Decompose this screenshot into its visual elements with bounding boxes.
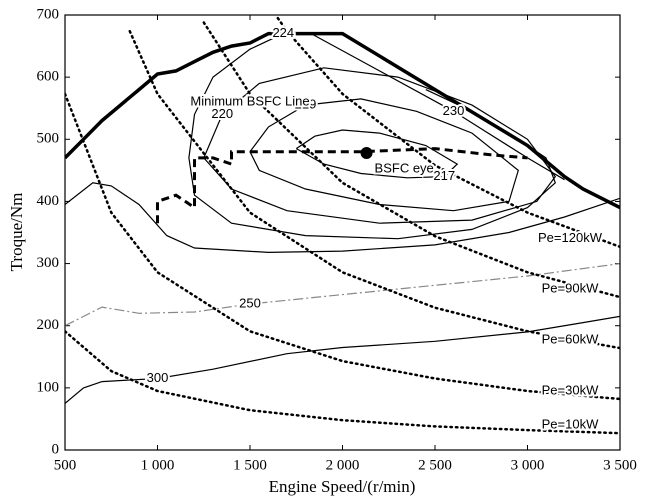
x-axis-label: Engine Speed/(r/min)	[269, 477, 416, 496]
full-load-curve	[65, 31, 620, 210]
series-line	[128, 29, 620, 350]
y-tick-label: 0	[52, 441, 60, 457]
x-tick-label: 1 000	[141, 457, 175, 473]
series-line	[203, 67, 557, 224]
plot-frame	[64, 14, 621, 451]
y-axis-label: Troque/Nm	[7, 193, 26, 272]
series-label: Pe=60kW	[542, 332, 599, 347]
series-label: 219	[295, 97, 317, 112]
series-label: Pe=90kW	[542, 281, 599, 296]
plot-area	[65, 16, 620, 435]
series-line	[65, 263, 620, 327]
series-label: 217	[433, 168, 455, 183]
series-line	[65, 330, 620, 435]
series-label: 224	[272, 25, 294, 40]
y-tick-label: 600	[37, 69, 60, 85]
series-label: 230	[443, 103, 465, 118]
series-label: Pe=120kW	[538, 230, 603, 245]
series-line	[202, 21, 620, 299]
y-tick-label: 700	[37, 6, 60, 22]
series-line	[65, 33, 620, 254]
x-tick-label: 3 500	[603, 457, 637, 473]
bsfc-eye	[360, 146, 373, 159]
series-line	[276, 16, 620, 249]
series-label: Pe=30kW	[542, 382, 599, 397]
series-label: 250	[239, 295, 261, 310]
x-tick-label: 2 000	[326, 457, 360, 473]
series-line	[156, 147, 528, 224]
series-line	[249, 98, 519, 212]
y-tick-label: 500	[37, 131, 60, 147]
series-line	[188, 33, 557, 240]
y-tick-label: 100	[37, 379, 60, 395]
y-tick-label: 200	[37, 317, 60, 333]
series-label: 300	[147, 370, 169, 385]
series-line	[295, 129, 459, 179]
series-label: 220	[211, 106, 233, 121]
series-line	[65, 315, 620, 404]
series-label: BSFC eye	[375, 160, 434, 175]
x-tick-label: 1 500	[233, 457, 267, 473]
x-tick-label: 500	[54, 457, 77, 473]
y-tick-label: 400	[37, 193, 60, 209]
x-tick-label: 3 000	[511, 457, 545, 473]
series-label: Pe=10kW	[542, 417, 599, 432]
series-label: Minimum BSFC Line	[190, 93, 309, 108]
series-line	[65, 92, 620, 401]
y-tick-label: 300	[37, 255, 60, 271]
x-tick-label: 2 500	[418, 457, 452, 473]
